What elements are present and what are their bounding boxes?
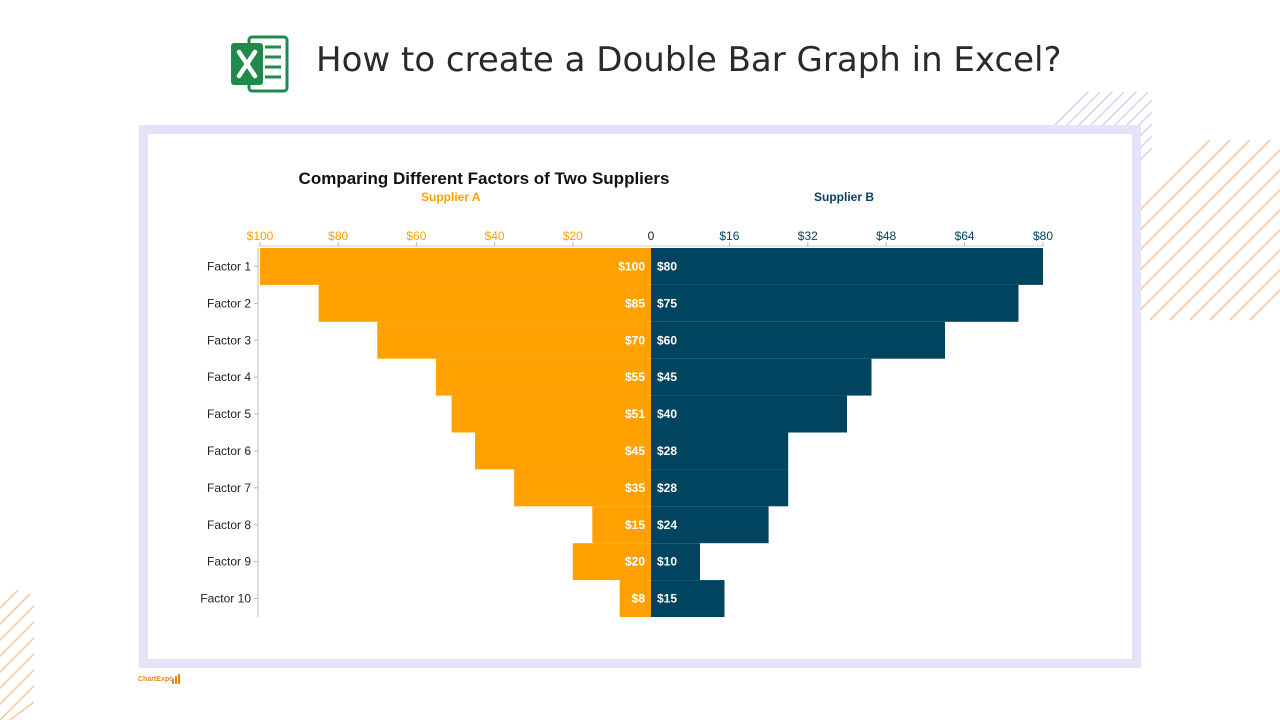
x-tick-label-supplier-b: $80 [1033,229,1053,243]
x-tick-label-supplier-a: $40 [485,229,505,243]
x-tick-label-supplier-b: $64 [955,229,975,243]
bar-supplier-a [619,580,651,617]
bar-supplier-a [377,321,651,359]
data-label-supplier-a: $8 [632,592,646,606]
bar-supplier-b [651,506,769,544]
category-label: Factor 1 [207,259,251,273]
data-label-supplier-b: $45 [657,370,677,384]
data-label-supplier-b: $24 [657,518,677,532]
bar-supplier-b [651,469,789,507]
bar-supplier-a [451,395,651,433]
x-tick-label-supplier-a: $20 [563,229,583,243]
category-label: Factor 7 [207,481,251,495]
data-label-supplier-a: $51 [625,407,645,421]
category-label: Factor 5 [207,407,251,421]
brand-logo: ChartExpo [138,676,174,683]
category-label: Factor 6 [207,444,251,458]
data-label-supplier-a: $45 [625,444,645,458]
data-label-supplier-b: $15 [657,592,677,606]
chart-title: Comparing Different Factors of Two Suppl… [299,169,670,188]
chartexpo-logo-icon [172,674,180,684]
hatch-decoration-right [1140,140,1280,321]
data-label-supplier-a: $55 [625,370,645,384]
data-label-supplier-a: $20 [625,555,645,569]
data-label-supplier-b: $40 [657,407,677,421]
data-label-supplier-b: $28 [657,444,677,458]
bar-supplier-b [651,432,789,470]
hatch-decoration-bottom-left [0,590,34,720]
x-tick-label-supplier-b: $32 [798,229,818,243]
bar-supplier-a [514,469,651,507]
bar-supplier-b [651,580,725,617]
category-label: Factor 10 [200,592,251,606]
bar-supplier-b [651,358,872,396]
excel-logo-icon [231,35,289,93]
page-title: How to create a Double Bar Graph in Exce… [316,40,1062,80]
category-label: Factor 9 [207,555,251,569]
bar-supplier-b [651,395,847,433]
bar-supplier-b [651,248,1043,285]
x-tick-label-supplier-a: $80 [328,229,348,243]
double-bar-chart: Comparing Different Factors of Two Suppl… [200,169,1053,617]
data-label-supplier-a: $35 [625,481,645,495]
bar-supplier-a [318,284,651,322]
bar-supplier-a [592,506,651,544]
bar-supplier-a [260,248,651,285]
bar-supplier-a [435,358,651,396]
data-label-supplier-b: $60 [657,333,677,347]
x-tick-label-supplier-b: $16 [719,229,739,243]
header: How to create a Double Bar Graph in Exce… [0,0,1280,125]
data-label-supplier-a: $70 [625,333,645,347]
x-tick-label-supplier-a: $60 [406,229,426,243]
legend-supplier-a: Supplier A [421,190,481,204]
legend-supplier-b: Supplier B [814,190,874,204]
bar-supplier-b [651,284,1019,322]
data-label-supplier-b: $80 [657,259,677,273]
bar-supplier-b [651,321,945,359]
category-label: Factor 2 [207,296,251,310]
bar-supplier-a [572,543,651,581]
data-label-supplier-a: $85 [625,296,645,310]
bar-supplier-a [475,432,651,470]
data-label-supplier-b: $28 [657,481,677,495]
x-tick-label-zero: 0 [648,229,655,243]
x-tick-label-supplier-a: $100 [247,229,274,243]
x-tick-label-supplier-b: $48 [876,229,896,243]
data-label-supplier-b: $75 [657,296,677,310]
category-label: Factor 8 [207,518,251,532]
data-label-supplier-b: $10 [657,555,677,569]
data-label-supplier-a: $100 [618,259,645,273]
category-label: Factor 4 [207,370,251,384]
category-label: Factor 3 [207,333,251,347]
data-label-supplier-a: $15 [625,518,645,532]
bar-supplier-b [651,543,700,581]
